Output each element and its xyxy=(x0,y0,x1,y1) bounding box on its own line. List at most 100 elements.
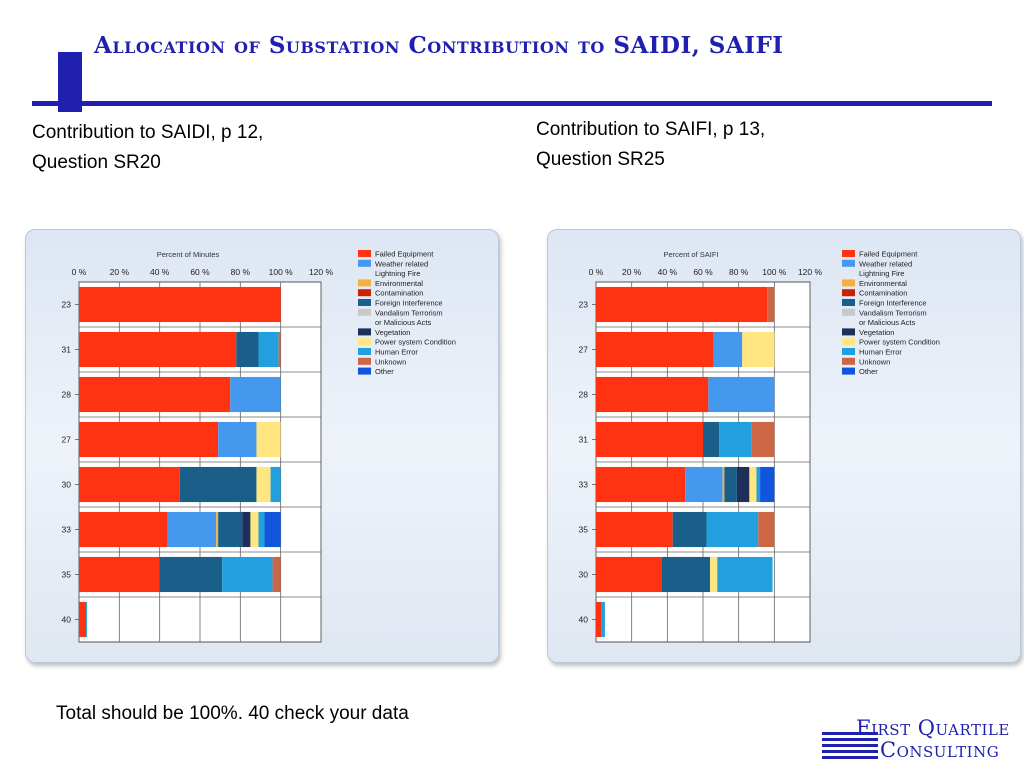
saidi-bar-31-unknown xyxy=(278,331,281,368)
saidi-xtick-label-5: 100 % xyxy=(269,267,294,277)
saidi-bar-33-power-system-condition xyxy=(250,511,259,548)
saifi-category-label-28: 28 xyxy=(579,390,589,400)
saidi-bar-40-human-error xyxy=(86,601,88,638)
saifi-chart-panel: Percent of SAIFI 0 % 20 % 40 % 60 % 80 % 100 %… xyxy=(547,229,1021,663)
saidi-bar-33-failed-equipment xyxy=(79,511,168,548)
saifi-bar-40-human-error xyxy=(601,601,605,638)
logo-line2: Consulting xyxy=(880,738,1000,762)
saifi-legend-swatch-0 xyxy=(842,250,855,257)
saifi-bar-33-weather-related-lightning-fire xyxy=(685,466,723,503)
saifi-bar-33-environmental xyxy=(722,466,725,503)
saidi-bar-30-foreign-interference xyxy=(179,466,257,503)
saifi-legend-swatch-10 xyxy=(842,367,855,375)
saifi-legend-swatch-3 xyxy=(842,289,855,297)
saifi-bar-35-unknown xyxy=(758,511,775,548)
company-logo: First Quartile Consulting xyxy=(820,716,1024,764)
saifi-legend-label-0: Failed Equipment xyxy=(859,250,918,259)
saidi-bar-35-foreign-interference xyxy=(159,556,223,593)
saidi-bar-33-human-error xyxy=(258,511,265,548)
saifi-bar-27-weather-related-lightning-fire xyxy=(713,331,743,368)
saidi-bar-28-weather-related-lightning-fire xyxy=(230,376,281,413)
saidi-bar-33-vegetation xyxy=(242,511,251,548)
saidi-bar-27-weather-related-lightning-fire xyxy=(218,421,257,458)
saidi-category-label-28: 28 xyxy=(62,390,72,400)
saifi-bar-31-failed-equipment xyxy=(596,421,703,458)
saifi-legend-swatch-7 xyxy=(842,338,855,346)
saifi-legend-label-5: Vandalism Terrorism xyxy=(859,308,927,317)
saidi-legend-swatch-4 xyxy=(358,299,371,306)
saifi-legend-label-9: Unknown xyxy=(859,357,890,366)
saifi-bar-30-power-system-condition xyxy=(710,556,718,593)
saifi-legend-label-6: Vegetation xyxy=(859,328,894,337)
saifi-xtick-label-1: 20 % xyxy=(622,267,642,277)
saifi-legend-swatch-8 xyxy=(842,348,855,355)
saidi-xtick-label-3: 60 % xyxy=(190,267,210,277)
saifi-subtitle-line2: Question SR25 xyxy=(536,149,665,170)
saidi-category-label-33: 33 xyxy=(62,525,72,535)
saifi-bar-35-failed-equipment xyxy=(596,511,673,548)
saifi-bar-33-vegetation xyxy=(736,466,750,503)
saifi-legend-label-2: Environmental xyxy=(859,279,907,288)
saifi-legend-label-1: Weather related xyxy=(859,259,912,268)
saifi-xtick-label-5: 100 % xyxy=(762,267,787,277)
saifi-legend-swatch-4 xyxy=(842,299,855,306)
saifi-category-label-23: 23 xyxy=(579,300,589,310)
saidi-legend-label-10: Other xyxy=(375,367,394,376)
saifi-bar-30-failed-equipment xyxy=(596,556,662,593)
saifi-category-label-40: 40 xyxy=(579,615,589,625)
saidi-legend-swatch-3 xyxy=(358,289,371,297)
saifi-bar-35-human-error xyxy=(706,511,759,548)
saidi-legend-swatch-8 xyxy=(358,348,371,355)
saidi-chart-title: Percent of Minutes xyxy=(157,250,220,259)
saidi-legend-swatch-2 xyxy=(358,279,371,287)
saifi-category-label-31: 31 xyxy=(579,435,589,445)
saifi-bar-30-human-error xyxy=(717,556,773,593)
saifi-bar-27-failed-equipment xyxy=(596,331,714,368)
saidi-bar-33-weather-related-lightning-fire xyxy=(167,511,217,548)
saifi-bar-35-foreign-interference xyxy=(672,511,707,548)
saidi-xtick-label-4: 80 % xyxy=(231,267,251,277)
saifi-bar-31-unknown xyxy=(751,421,775,458)
saidi-legend-swatch-10 xyxy=(358,367,371,375)
saidi-legend-label-1-line2: Lightning Fire xyxy=(375,269,420,278)
saidi-legend-swatch-6 xyxy=(358,328,371,336)
saidi-legend-label-8: Human Error xyxy=(375,348,418,357)
saidi-category-label-27: 27 xyxy=(62,435,72,445)
saidi-category-label-23: 23 xyxy=(62,300,72,310)
saifi-bar-33-power-system-condition xyxy=(749,466,757,503)
saifi-legend-swatch-1 xyxy=(842,259,855,267)
saidi-chart: Percent of Minutes 0 % 20 % 40 % 60 % 80 % 100… xyxy=(62,250,456,643)
saifi-bar-23-unknown xyxy=(767,286,775,323)
saifi-legend-swatch-2 xyxy=(842,279,855,287)
saidi-legend-swatch-5 xyxy=(358,308,371,316)
saifi-legend-label-3: Contamination xyxy=(859,289,907,298)
saidi-legend-label-5-line2: or Malicious Acts xyxy=(375,318,432,327)
saidi-legend-label-5: Vandalism Terrorism xyxy=(375,308,443,317)
saidi-bar-33-other xyxy=(264,511,281,548)
saifi-xtick-label-3: 60 % xyxy=(693,267,713,277)
footnote: Total should be 100%. 40 check your data xyxy=(56,703,409,724)
saifi-legend-label-4: Foreign Interference xyxy=(859,299,927,308)
saifi-legend-label-10: Other xyxy=(859,367,878,376)
saifi-bar-31-human-error xyxy=(719,421,752,458)
saifi-chart: Percent of SAIFI 0 % 20 % 40 % 60 % 80 % 100 %… xyxy=(579,250,940,643)
saifi-legend-swatch-9 xyxy=(842,357,855,365)
saifi-bar-33-foreign-interference xyxy=(724,466,737,503)
saidi-category-label-35: 35 xyxy=(62,570,72,580)
saifi-xtick-label-4: 80 % xyxy=(729,267,749,277)
logo-line1: First Quartile xyxy=(856,716,1010,740)
saifi-legend-label-7: Power system Condition xyxy=(859,338,940,347)
saidi-legend-label-4: Foreign Interference xyxy=(375,299,443,308)
saifi-xtick-label-6: 120 % xyxy=(798,267,823,277)
saidi-xtick-label-1: 20 % xyxy=(110,267,130,277)
saidi-bar-33-environmental xyxy=(216,511,219,548)
saifi-bar-33-other xyxy=(760,466,775,503)
saidi-xtick-label-6: 120 % xyxy=(309,267,334,277)
saifi-bar-40-failed-equipment xyxy=(596,601,602,638)
saidi-legend-label-2: Environmental xyxy=(375,279,423,288)
saidi-xtick-label-0: 0 % xyxy=(72,267,87,277)
saidi-bar-27-failed-equipment xyxy=(79,421,219,458)
saidi-legend-label-1: Weather related xyxy=(375,259,428,268)
saidi-bar-35-human-error xyxy=(222,556,273,593)
saidi-chart-panel: Percent of Minutes 0 % 20 % 40 % 60 % 80 % 100… xyxy=(25,229,499,663)
